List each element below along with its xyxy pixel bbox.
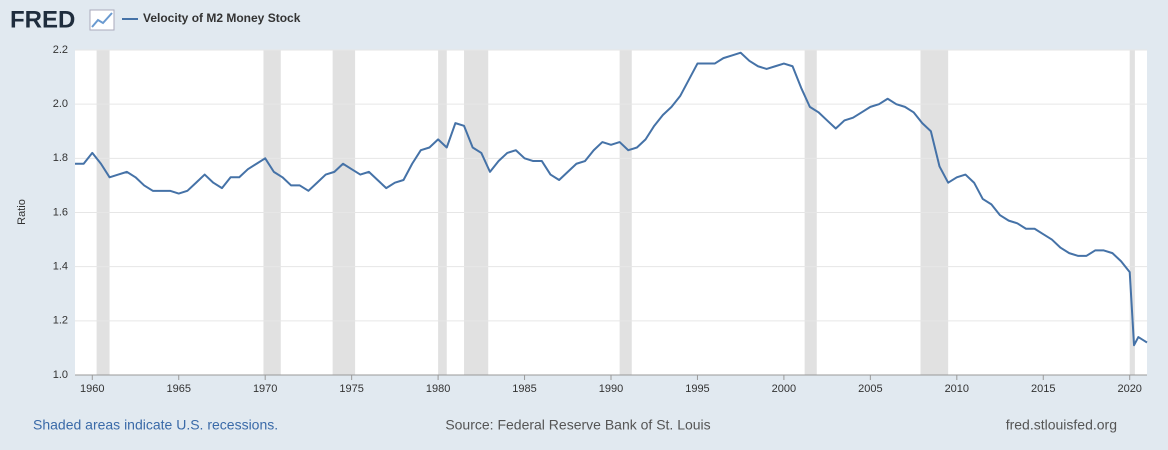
y-tick-label: 1.6 [53, 206, 68, 218]
footer-source: Source: Federal Reserve Bank of St. Loui… [445, 417, 710, 433]
x-tick-label: 1995 [685, 383, 709, 395]
footer-url: fred.stlouisfed.org [1006, 417, 1117, 433]
footer-note: Shaded areas indicate U.S. recessions. [33, 417, 278, 433]
x-tick-label: 2000 [772, 383, 796, 395]
x-tick-label: 1975 [339, 383, 363, 395]
x-tick-label: 1965 [166, 383, 190, 395]
y-tick-label: 2.0 [53, 98, 68, 110]
y-tick-label: 1.2 [53, 315, 68, 327]
logo[interactable]: FRED [10, 6, 75, 33]
x-tick-label: 2010 [945, 383, 969, 395]
x-tick-label: 2015 [1031, 383, 1055, 395]
x-tick-label: 1980 [426, 383, 450, 395]
x-tick-label: 1985 [512, 383, 536, 395]
y-tick-label: 2.2 [53, 44, 68, 56]
series-line [75, 51, 1148, 347]
x-tick-label: 2020 [1117, 383, 1141, 395]
y-tick-label: 1.4 [53, 261, 68, 273]
x-tick-label: 1970 [253, 383, 277, 395]
x-tick-label: 2005 [858, 383, 882, 395]
y-tick-label: 1.0 [53, 369, 68, 381]
x-tick-label: 1960 [80, 383, 104, 395]
logo-icon [89, 9, 115, 31]
x-tick-label: 1990 [599, 383, 623, 395]
legend-label: Velocity of M2 Money Stock [143, 11, 301, 25]
y-tick-label: 1.8 [53, 152, 68, 164]
y-axis-label: Ratio [16, 199, 28, 225]
